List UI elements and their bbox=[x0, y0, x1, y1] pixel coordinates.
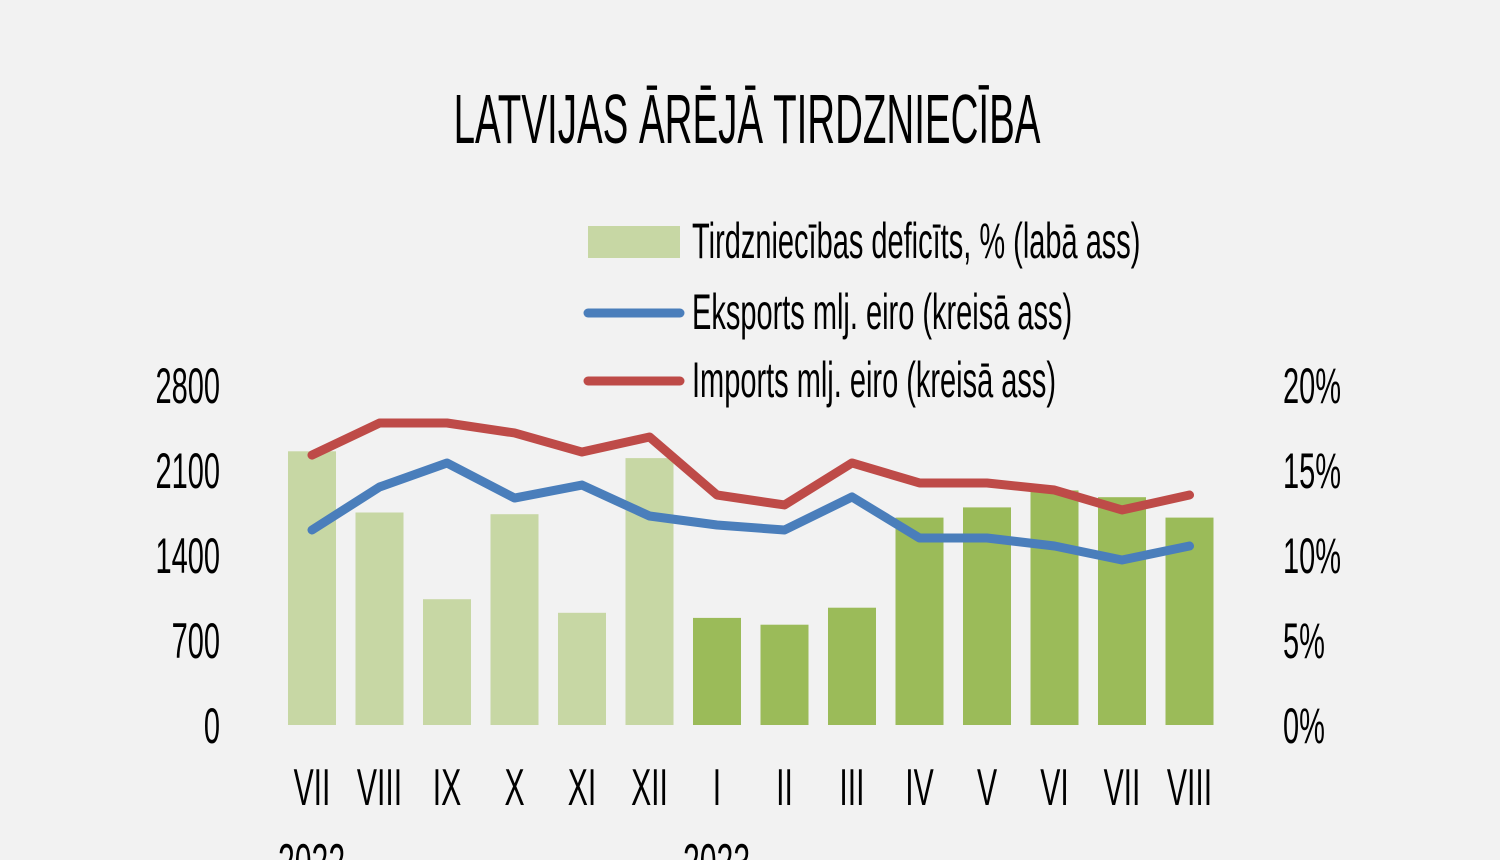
month-label: V bbox=[977, 760, 998, 817]
legend-label-import: Imports mlj. eiro (kreisā ass) bbox=[692, 352, 1056, 408]
legend-swatch-deficit bbox=[588, 226, 680, 258]
month-label: VIII bbox=[1167, 760, 1212, 817]
lines bbox=[307, 418, 1194, 565]
legend-label-deficit: Tirdzniecības deficīts, % (labā ass) bbox=[692, 213, 1140, 269]
right-tick-label: 20% bbox=[1283, 358, 1341, 414]
right-tick-label: 10% bbox=[1283, 528, 1341, 584]
month-label: XII bbox=[631, 760, 668, 817]
deficit-bar bbox=[828, 607, 876, 725]
year-label: 2022 bbox=[278, 835, 345, 860]
deficit-bar bbox=[895, 517, 944, 725]
month-label: VIII bbox=[357, 760, 402, 817]
chart-title-text: LATVIJAS ĀRĒJĀ TIRDZNIECĪBA bbox=[454, 80, 1041, 158]
deficit-bar bbox=[693, 617, 741, 725]
deficit-bar bbox=[1030, 490, 1079, 725]
left-tick-label: 2800 bbox=[155, 358, 220, 414]
import-line bbox=[307, 418, 1194, 515]
deficit-bar bbox=[355, 512, 404, 725]
month-label: VII bbox=[294, 760, 331, 817]
deficit-bar bbox=[1098, 497, 1146, 725]
right-tick-label: 5% bbox=[1283, 613, 1325, 669]
legend-label-export: Eksports mlj. eiro (kreisā ass) bbox=[692, 284, 1072, 340]
deficit-bar bbox=[423, 599, 471, 725]
left-tick-label: 0 bbox=[204, 698, 220, 754]
month-label: II bbox=[776, 760, 793, 817]
deficit-bar bbox=[760, 624, 809, 725]
month-label: I bbox=[713, 760, 721, 817]
left-tick-label: 700 bbox=[172, 613, 220, 669]
month-label: VI bbox=[1040, 760, 1068, 817]
export-line bbox=[307, 458, 1194, 565]
month-label: IX bbox=[433, 760, 461, 817]
deficit-bar bbox=[490, 514, 539, 725]
deficit-bar bbox=[288, 451, 336, 725]
bars bbox=[288, 451, 1214, 725]
month-label: VII bbox=[1104, 760, 1141, 817]
month-label: IV bbox=[905, 760, 934, 817]
left-tick-label: 2100 bbox=[155, 443, 220, 499]
right-tick-label: 0% bbox=[1283, 698, 1325, 754]
legend: Tirdzniecības deficīts, % (labā ass) Eksp… bbox=[583, 213, 1140, 408]
month-label: X bbox=[504, 760, 524, 817]
left-tick-label: 1400 bbox=[155, 528, 220, 584]
chart-title: LATVIJAS ĀRĒJĀ TIRDZNIECĪBA bbox=[454, 80, 1041, 158]
deficit-bar bbox=[625, 458, 674, 725]
deficit-bar bbox=[558, 612, 606, 725]
year-label: 2023 bbox=[683, 835, 750, 860]
month-label: III bbox=[839, 760, 864, 817]
right-tick-label: 15% bbox=[1283, 443, 1341, 499]
month-label: XI bbox=[568, 760, 596, 817]
